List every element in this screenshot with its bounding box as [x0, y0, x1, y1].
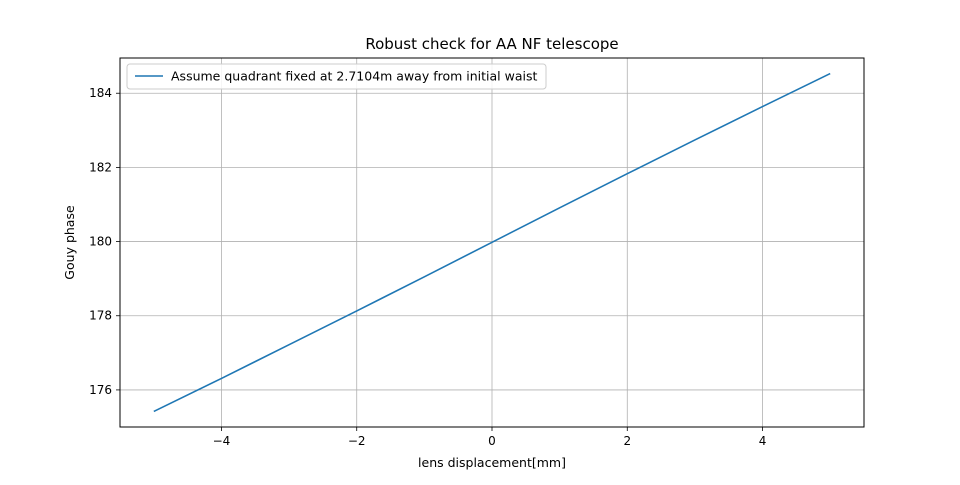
- chart-title: Robust check for AA NF telescope: [365, 35, 618, 53]
- x-tick-label: 4: [759, 434, 767, 448]
- y-axis-label: Gouy phase: [62, 205, 77, 280]
- y-tick-label: 178: [89, 309, 112, 323]
- y-tick-label: 180: [89, 235, 112, 249]
- y-tick-label: 184: [89, 86, 112, 100]
- axis-ticks: −4 −2 0 2 4 176 178 180 182 184: [89, 86, 766, 448]
- y-tick-label: 176: [89, 383, 112, 397]
- x-tick-label: 0: [488, 434, 496, 448]
- x-tick-label: −2: [348, 434, 366, 448]
- legend-box: [126, 63, 547, 90]
- legend: Assume quadrant fixed at 2.7104m away fr…: [126, 63, 547, 90]
- series-line: [153, 72, 831, 413]
- x-tick-label: 2: [623, 434, 631, 448]
- legend-label: Assume quadrant fixed at 2.7104m away fr…: [171, 69, 537, 84]
- series-layer: [153, 72, 831, 413]
- y-tick-label: 182: [89, 160, 112, 174]
- x-tick-label: −4: [213, 434, 231, 448]
- x-axis-label: lens displacement[mm]: [418, 455, 566, 470]
